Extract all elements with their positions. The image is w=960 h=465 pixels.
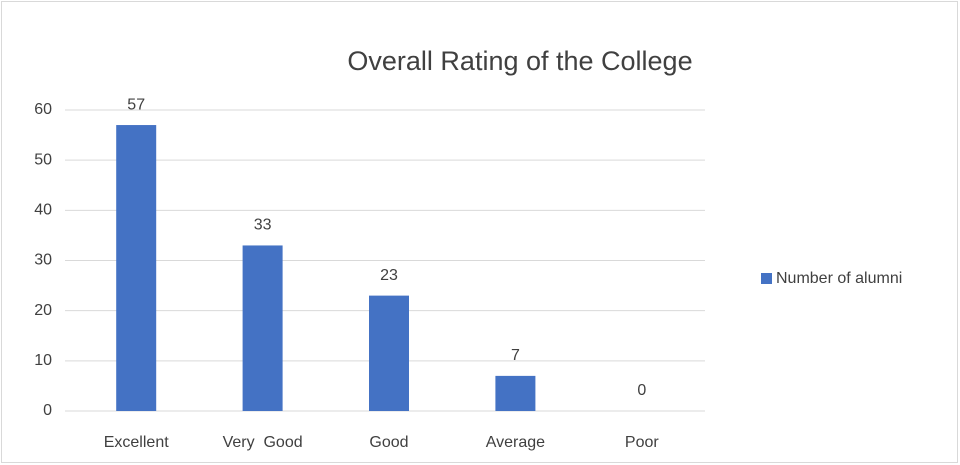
data-label: 0 xyxy=(637,382,646,399)
x-tick-label: Good xyxy=(369,434,408,451)
y-tick-label: 30 xyxy=(34,252,52,269)
legend-label: Number of alumni xyxy=(776,270,902,287)
data-label: 57 xyxy=(127,96,145,113)
data-label: 33 xyxy=(254,217,272,234)
bar xyxy=(369,295,409,411)
bar xyxy=(495,375,536,411)
y-tick-label: 20 xyxy=(34,302,52,319)
x-tick-label: Very Good xyxy=(223,434,303,451)
data-label: 7 xyxy=(511,347,520,364)
x-tick-label: Excellent xyxy=(104,434,169,451)
bar xyxy=(116,125,157,412)
chart-title: Overall Rating of the College xyxy=(347,46,692,76)
y-tick-label: 50 xyxy=(34,151,52,168)
x-tick-label: Poor xyxy=(625,434,659,451)
y-tick-label: 60 xyxy=(34,101,52,118)
y-tick-label: 0 xyxy=(43,402,52,419)
bar xyxy=(242,245,283,411)
y-tick-label: 10 xyxy=(34,352,52,369)
data-label: 23 xyxy=(380,267,398,284)
x-tick-label: Average xyxy=(486,434,545,451)
y-tick-label: 40 xyxy=(34,202,52,219)
legend-swatch xyxy=(761,273,772,284)
